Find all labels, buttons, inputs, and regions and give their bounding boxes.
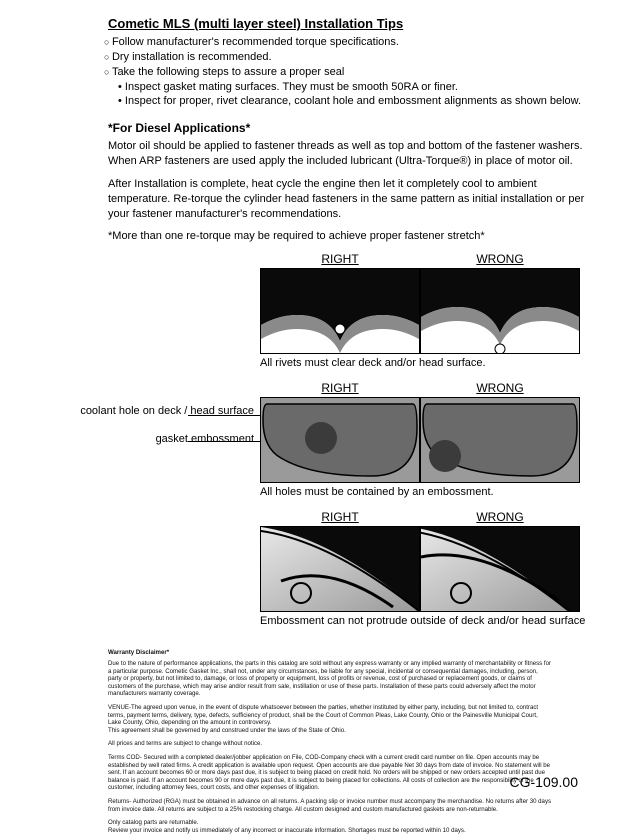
bullet-item: Follow manufacturer's recommended torque…	[104, 35, 586, 50]
diagram-headers: RIGHT WRONG	[260, 252, 580, 268]
disclaimer-text: This agreement shall be governed by and …	[108, 727, 346, 734]
row-label-col: coolant hole on deck / head surface gask…	[68, 381, 260, 447]
diagram-pair: RIGHT WRONG	[260, 510, 585, 635]
disclaimer-text: Only catalog parts are returnable.	[108, 819, 198, 826]
diagram-pair: RIGHT WRONG	[260, 252, 580, 377]
diagram-row: RIGHT WRONG	[68, 510, 586, 635]
paragraph: *More than one re-torque may be required…	[108, 229, 586, 244]
panel-right	[260, 397, 420, 483]
panel-wrong	[420, 268, 580, 354]
bullet-subitem: Inspect for proper, rivet clearance, coo…	[118, 94, 586, 109]
diagram-images	[260, 268, 580, 354]
disclaimer-para: Due to the nature of performance applica…	[108, 660, 552, 698]
page-number: CG-109.00	[510, 774, 578, 790]
diagrams-block: RIGHT WRONG	[68, 252, 586, 635]
diagram-caption: All rivets must clear deck and/or head s…	[260, 357, 580, 369]
panel-wrong	[420, 397, 580, 483]
diagram-caption: All holes must be contained by an emboss…	[260, 486, 580, 498]
header-wrong: WRONG	[420, 252, 580, 266]
annotation-label: gasket embossment	[68, 433, 254, 447]
diesel-subhead: *For Diesel Applications*	[108, 121, 586, 135]
disclaimer-para: VENUE-The agreed upon venue, in the even…	[108, 704, 552, 734]
header-wrong: WRONG	[420, 381, 580, 395]
header-wrong: WRONG	[420, 510, 580, 524]
header-right: RIGHT	[260, 510, 420, 524]
diagram-row: coolant hole on deck / head surface gask…	[68, 381, 586, 506]
paragraph: After Installation is complete, heat cyc…	[108, 177, 586, 222]
diagram-headers: RIGHT WRONG	[260, 381, 580, 397]
panel-right	[260, 526, 420, 612]
page: Cometic MLS (multi layer steel) Installa…	[0, 0, 618, 800]
header-right: RIGHT	[260, 252, 420, 266]
disclaimer-text: VENUE-The agreed upon venue, in the even…	[108, 704, 538, 726]
disclaimer-para: Returns- Authorized (RGA) must be obtain…	[108, 798, 552, 813]
diagram-images	[260, 526, 585, 612]
diagram-headers: RIGHT WRONG	[260, 510, 585, 526]
bullet-subitem: Inspect gasket mating surfaces. They mus…	[118, 80, 586, 95]
doc-title: Cometic MLS (multi layer steel) Installa…	[108, 16, 586, 31]
disclaimer-para: Only catalog parts are returnable.Review…	[108, 819, 552, 834]
panel-right	[260, 268, 420, 354]
disclaimer-para: All prices and terms are subject to chan…	[108, 740, 552, 748]
disclaimer-block: Warranty Disclaimer* Due to the nature o…	[108, 649, 552, 834]
bullet-item: Take the following steps to assure a pro…	[104, 65, 586, 80]
disclaimer-text: Review your invoice and notify us immedi…	[108, 827, 466, 834]
paragraph: Motor oil should be applied to fastener …	[108, 139, 586, 169]
diagram-caption: Embossment can not protrude outside of d…	[260, 615, 585, 627]
diagram-row: RIGHT WRONG	[68, 252, 586, 377]
bullet-item: Dry installation is recommended.	[104, 50, 586, 65]
annotation-label: coolant hole on deck / head surface	[68, 405, 254, 419]
diagram-pair: RIGHT WRONG	[260, 381, 580, 506]
disclaimer-heading: Warranty Disclaimer*	[108, 649, 552, 657]
panel-wrong	[420, 526, 580, 612]
disclaimer-para: Terms COD- Secured with a completed deal…	[108, 754, 552, 792]
diagram-images	[260, 397, 580, 483]
header-right: RIGHT	[260, 381, 420, 395]
bullet-list: Follow manufacturer's recommended torque…	[104, 35, 586, 109]
